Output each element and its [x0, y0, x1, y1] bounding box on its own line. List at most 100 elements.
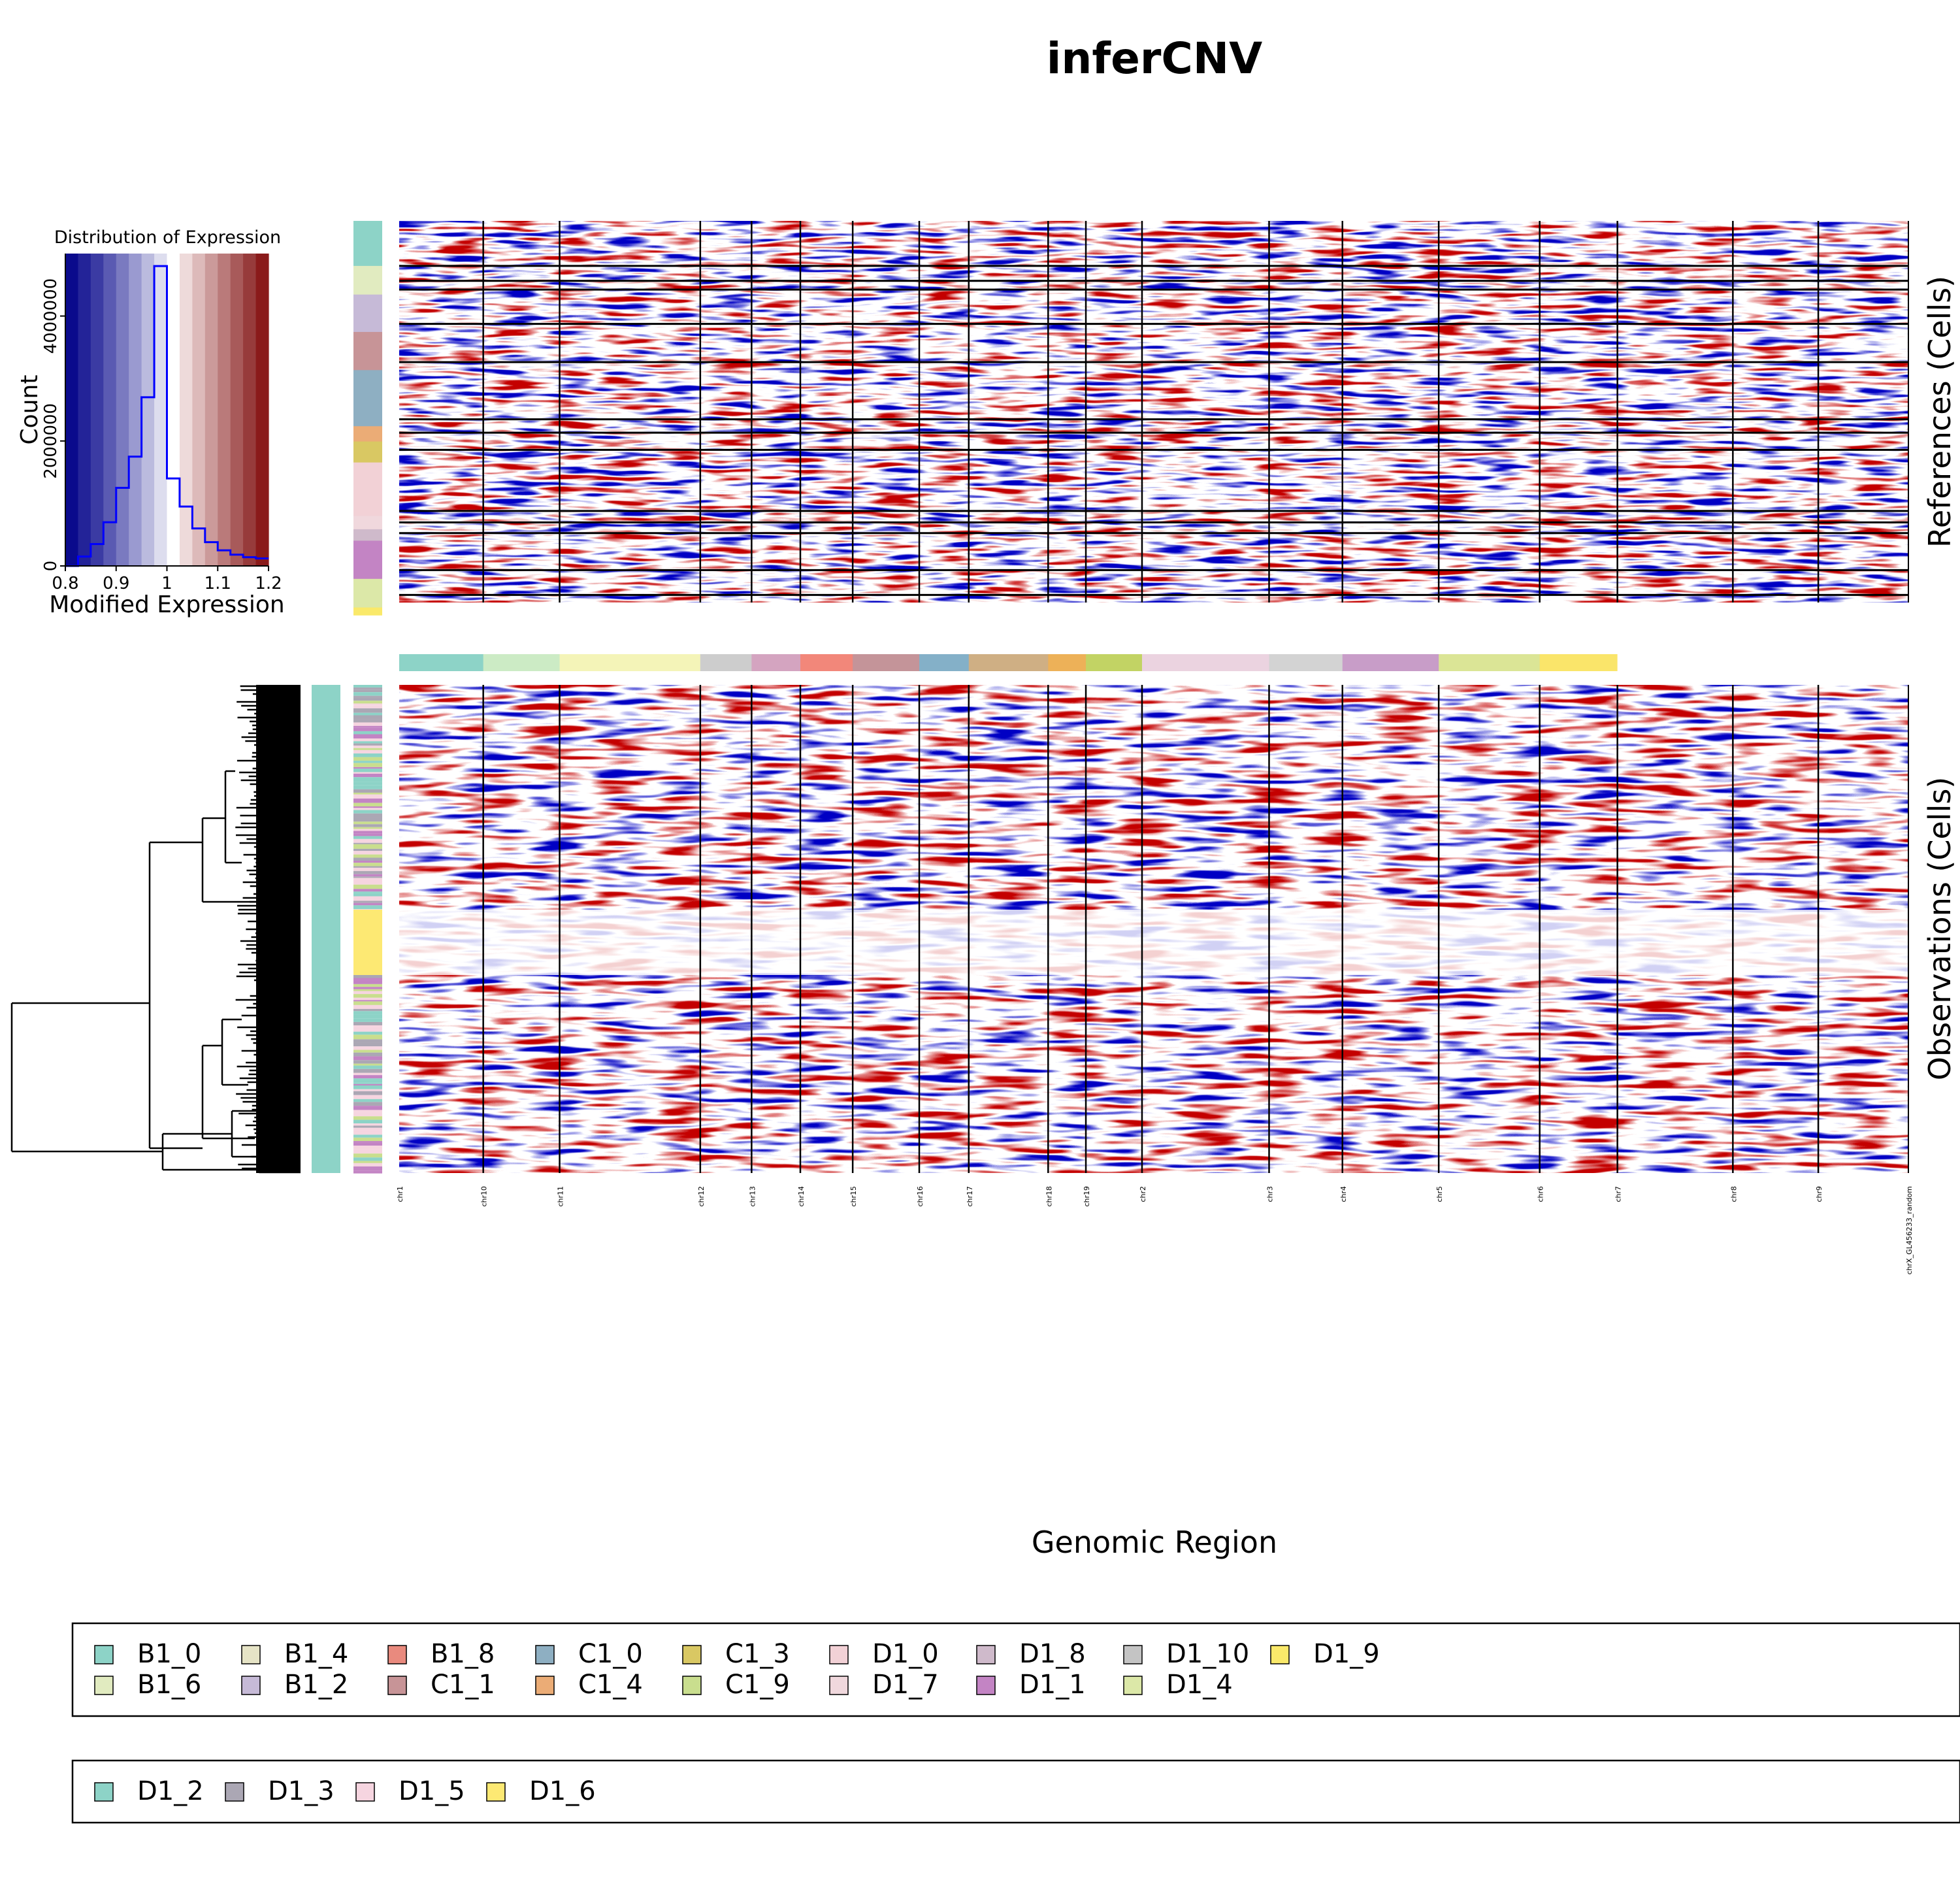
chromosome-color-segment	[1342, 654, 1439, 671]
observations-axis-label: Observations (Cells)	[1922, 777, 1957, 1081]
legend-swatch	[1123, 1676, 1143, 1695]
observation-group-segment	[353, 1075, 382, 1079]
observation-group-segment	[353, 1021, 382, 1026]
observation-group-segment	[353, 689, 382, 693]
observation-group-segment	[353, 1031, 382, 1035]
observation-group-segment	[353, 844, 382, 848]
reference-group-segment	[353, 529, 382, 541]
reference-group-segment	[353, 462, 382, 516]
observation-group-segment	[353, 1080, 382, 1083]
dendrogram-branch	[161, 1133, 261, 1171]
chromosome-label: chr3	[1266, 1186, 1274, 1202]
legend-swatch	[682, 1645, 702, 1664]
observation-group-segment	[353, 798, 382, 803]
legend-swatch	[682, 1676, 702, 1695]
chromosome-label: chr6	[1537, 1186, 1545, 1202]
reference-group-segment	[353, 370, 382, 427]
chromosome-label: chr14	[797, 1186, 806, 1207]
chromosome-label: chr7	[1614, 1186, 1623, 1202]
chromosome-color-segment	[700, 654, 752, 671]
reference-group-segment	[353, 221, 382, 267]
chromosome-label: chr2	[1139, 1186, 1147, 1202]
observation-group-segment	[353, 705, 382, 708]
chromosome-color-segment	[1048, 654, 1086, 671]
chromosome-color-segment	[1539, 654, 1618, 671]
histogram-color-band	[192, 254, 206, 566]
observation-group-segment	[353, 810, 382, 814]
histogram-color-band	[65, 254, 79, 566]
observation-group-segment	[353, 833, 382, 836]
histogram-line	[65, 265, 269, 567]
legend-label: C1_4	[578, 1670, 643, 1700]
chromosome-color-segment	[919, 654, 970, 671]
observation-group-segment	[353, 750, 382, 753]
observation-group-segment	[353, 978, 382, 980]
observation-group-segment	[353, 1014, 382, 1019]
dendrogram-branch	[10, 1002, 163, 1153]
observation-group-segment	[353, 989, 382, 991]
dendrogram-branch	[231, 1110, 261, 1158]
observation-group-segment	[353, 829, 382, 831]
histogram-y-tick-label: 4000000	[41, 278, 61, 354]
x-axis-label: Genomic Region	[1032, 1525, 1277, 1560]
chromosome-labels: chr1 chr10 chr11 chr12 chr13 chr14 chr15 chr16 c…	[396, 1186, 1914, 1274]
chromosome-separators	[482, 221, 1909, 1173]
histogram-x-tick-label: 1.1	[204, 574, 231, 593]
observation-group-segment	[353, 997, 382, 1001]
observation-group-segment	[353, 857, 382, 861]
observation-group-segment	[353, 987, 382, 989]
observation-group-segment	[353, 901, 382, 903]
chromosome-color-segment	[559, 654, 701, 671]
observation-group-segment	[353, 882, 382, 885]
histogram-color-band	[230, 254, 244, 566]
legend-swatch	[1123, 1645, 1143, 1664]
observation-group-segment	[353, 1119, 382, 1124]
observation-group-segment	[353, 1068, 382, 1073]
histogram-title: Distribution of Expression	[54, 227, 281, 248]
legend-references: B1_0 B1_4 B1_8 C1_0 C1_3 D1_0 D1_8 D1_10 D1_9 B1_…	[71, 1622, 1960, 1717]
legend-label: D1_4	[1166, 1670, 1233, 1700]
observation-group-segment	[353, 1132, 382, 1135]
legend-label: D1_10	[1166, 1639, 1249, 1669]
observation-group-segment	[353, 719, 382, 723]
observation-group-segment	[353, 876, 382, 878]
observation-group-segment	[353, 1166, 382, 1171]
chromosome-color-segment	[1439, 654, 1541, 671]
legend-label: D1_5	[399, 1776, 465, 1806]
legend-label: C1_1	[431, 1670, 495, 1700]
observation-group-segment	[353, 878, 382, 882]
chromosome-color-segment	[1818, 654, 1909, 671]
observation-group-segment	[353, 731, 382, 735]
observation-group-segment	[353, 767, 382, 769]
observation-group-segment	[353, 1091, 382, 1095]
legend-label: D1_2	[137, 1776, 204, 1806]
observation-group-segment	[353, 910, 382, 975]
observation-dendrogram	[10, 685, 301, 1174]
observation-group-segment	[353, 761, 382, 763]
histogram-x-tick-label: 0.9	[103, 574, 129, 593]
observation-group-segment	[353, 1134, 382, 1138]
observation-group-segment	[353, 854, 382, 858]
reference-group-segment	[353, 540, 382, 580]
observation-group-segment	[353, 1130, 382, 1133]
observation-group-segment	[353, 1085, 382, 1089]
observation-group-segment	[353, 1084, 382, 1085]
legend-label: D1_8	[1019, 1639, 1086, 1669]
legend-swatch	[387, 1645, 407, 1664]
observations-heatmap	[399, 685, 1908, 1173]
observation-group-segment	[353, 975, 382, 978]
legend-label: C1_9	[725, 1670, 790, 1700]
histogram-x-tick-label: 1.2	[255, 574, 282, 593]
observation-group-segment	[353, 802, 382, 807]
histogram-color-band	[103, 254, 117, 566]
observation-group-segment	[353, 727, 382, 731]
observation-group-segment	[353, 703, 382, 706]
chromosome-label: chr1	[396, 1186, 404, 1202]
reference-group-separators	[399, 265, 1908, 596]
histogram-x-tick-label: 0.8	[52, 574, 78, 593]
observation-group-segment	[353, 1153, 382, 1158]
legend-swatch	[225, 1782, 244, 1802]
observation-group-segment	[353, 1000, 382, 1002]
histogram-color-band	[243, 254, 257, 566]
chromosome-color-segment	[1086, 654, 1143, 671]
